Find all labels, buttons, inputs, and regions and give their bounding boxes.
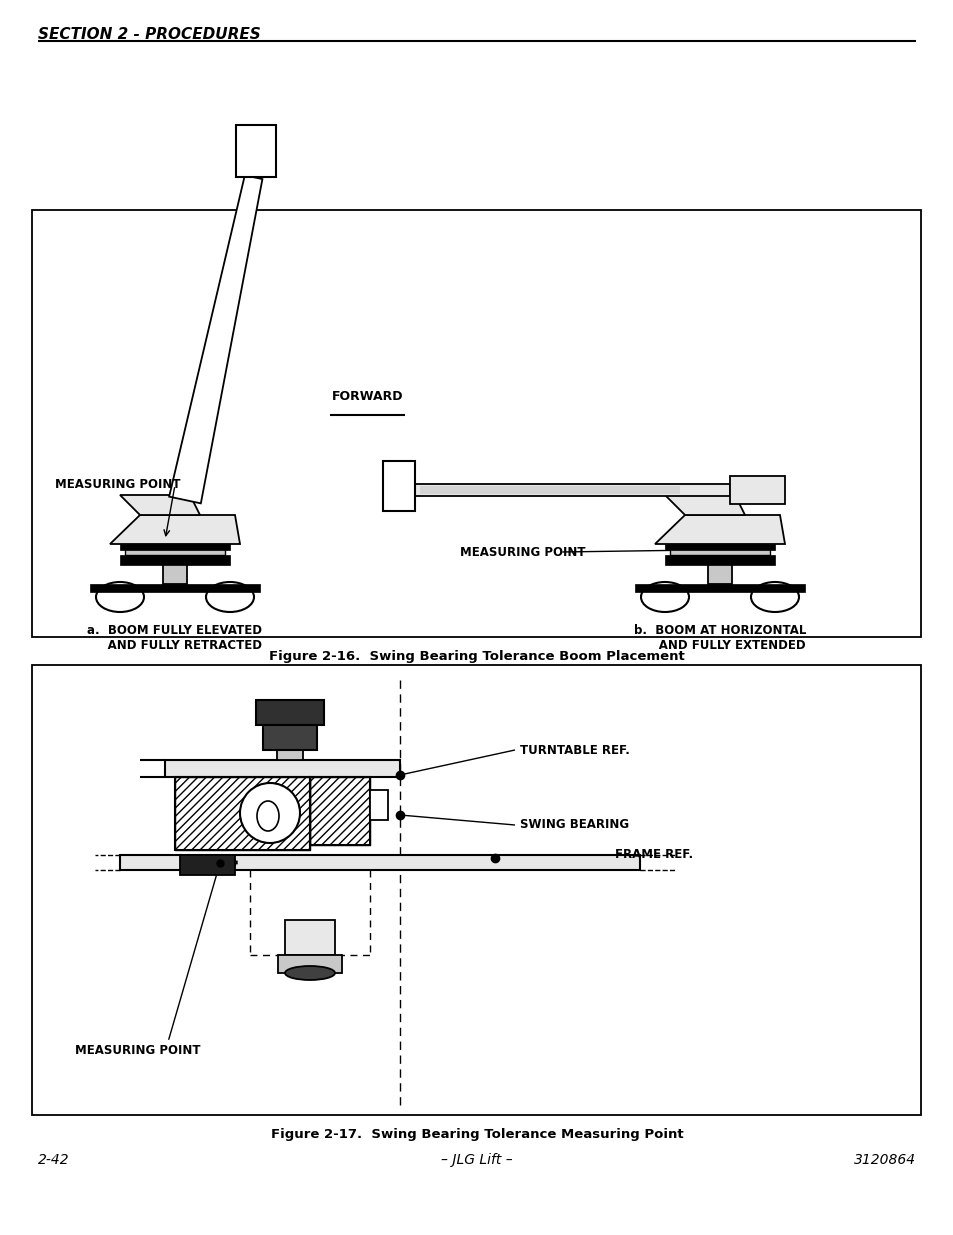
Bar bbox=[180, 855, 234, 876]
Bar bbox=[263, 725, 316, 750]
Bar bbox=[729, 475, 784, 504]
Ellipse shape bbox=[285, 966, 335, 981]
Text: SECTION 2 - PROCEDURES: SECTION 2 - PROCEDURES bbox=[38, 27, 260, 42]
Bar bbox=[285, 920, 335, 955]
Ellipse shape bbox=[750, 582, 799, 613]
Bar bbox=[382, 461, 415, 511]
Bar bbox=[419, 487, 679, 494]
Bar bbox=[664, 543, 774, 550]
Text: MEASURING POINT: MEASURING POINT bbox=[459, 546, 585, 558]
Bar bbox=[90, 584, 260, 592]
Bar bbox=[32, 210, 920, 637]
Text: b.  BOOM AT HORIZONTAL
      AND FULLY EXTENDED: b. BOOM AT HORIZONTAL AND FULLY EXTENDED bbox=[633, 624, 805, 652]
Bar bbox=[163, 562, 187, 584]
Bar bbox=[669, 547, 769, 555]
Bar bbox=[236, 125, 276, 177]
Bar bbox=[32, 664, 920, 1115]
Polygon shape bbox=[655, 515, 784, 543]
Circle shape bbox=[240, 783, 299, 844]
Text: MEASURING POINT: MEASURING POINT bbox=[75, 1044, 200, 1057]
Text: MEASURING POINT: MEASURING POINT bbox=[55, 478, 180, 492]
Ellipse shape bbox=[640, 582, 688, 613]
Bar bbox=[370, 790, 388, 820]
Bar bbox=[310, 777, 370, 845]
Text: 2-42: 2-42 bbox=[38, 1153, 70, 1167]
Ellipse shape bbox=[206, 582, 253, 613]
Text: a.  BOOM FULLY ELEVATED
     AND FULLY RETRACTED: a. BOOM FULLY ELEVATED AND FULLY RETRACT… bbox=[88, 624, 262, 652]
Bar bbox=[120, 555, 230, 564]
Ellipse shape bbox=[96, 582, 144, 613]
Bar bbox=[664, 555, 774, 564]
Text: TURNTABLE REF.: TURNTABLE REF. bbox=[519, 743, 629, 757]
Bar bbox=[277, 955, 341, 973]
Bar bbox=[635, 584, 804, 592]
Bar bbox=[174, 777, 310, 850]
Text: Figure 2-16.  Swing Bearing Tolerance Boom Placement: Figure 2-16. Swing Bearing Tolerance Boo… bbox=[269, 650, 684, 663]
Bar bbox=[174, 777, 310, 850]
Bar bbox=[125, 547, 225, 555]
Ellipse shape bbox=[256, 802, 278, 831]
Bar bbox=[165, 760, 399, 777]
Bar bbox=[410, 484, 729, 496]
Text: Figure 2-17.  Swing Bearing Tolerance Measuring Point: Figure 2-17. Swing Bearing Tolerance Mea… bbox=[271, 1128, 682, 1141]
FancyArrow shape bbox=[405, 401, 459, 429]
Text: FORWARD: FORWARD bbox=[332, 390, 403, 403]
Text: 3120864: 3120864 bbox=[853, 1153, 915, 1167]
Polygon shape bbox=[169, 175, 262, 504]
Polygon shape bbox=[120, 495, 200, 515]
Polygon shape bbox=[110, 515, 240, 543]
Text: SWING BEARING: SWING BEARING bbox=[519, 819, 628, 831]
Polygon shape bbox=[664, 495, 744, 515]
Bar bbox=[120, 855, 639, 869]
Bar bbox=[276, 700, 303, 760]
Text: FRAME REF.: FRAME REF. bbox=[615, 848, 693, 862]
Bar bbox=[120, 543, 230, 550]
Bar bbox=[707, 562, 731, 584]
Text: – JLG Lift –: – JLG Lift – bbox=[440, 1153, 513, 1167]
Bar bbox=[255, 700, 324, 725]
Bar bbox=[310, 777, 370, 845]
